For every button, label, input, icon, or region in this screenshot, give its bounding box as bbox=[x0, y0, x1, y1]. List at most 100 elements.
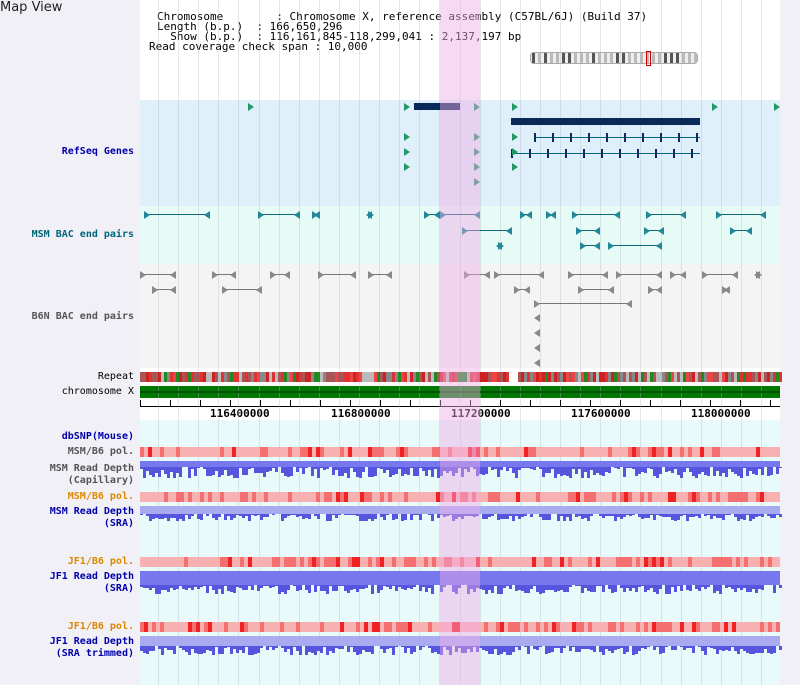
gene-line[interactable] bbox=[511, 153, 700, 154]
bac-end[interactable] bbox=[222, 286, 228, 294]
bac-end[interactable] bbox=[520, 211, 526, 219]
bac-end[interactable] bbox=[534, 300, 540, 308]
bac-pair-line[interactable] bbox=[730, 230, 752, 231]
bac-end[interactable] bbox=[464, 271, 470, 279]
exon[interactable] bbox=[660, 133, 662, 142]
gene-arrow[interactable] bbox=[474, 148, 480, 156]
exon[interactable] bbox=[696, 133, 698, 142]
bac-pair-line[interactable] bbox=[318, 274, 356, 275]
gene-block[interactable] bbox=[511, 118, 700, 125]
bac-end[interactable] bbox=[626, 300, 632, 308]
bac-end[interactable] bbox=[386, 271, 392, 279]
bac-pair-line[interactable] bbox=[424, 214, 440, 215]
gene-arrow[interactable] bbox=[404, 163, 410, 171]
bac-end[interactable] bbox=[572, 211, 578, 219]
exon[interactable] bbox=[691, 149, 693, 158]
bac-pair-line[interactable] bbox=[462, 230, 512, 231]
bac-pair-line[interactable] bbox=[514, 289, 530, 290]
bac-end[interactable] bbox=[656, 242, 662, 250]
exon[interactable] bbox=[583, 149, 585, 158]
bac-pair-line[interactable] bbox=[616, 274, 662, 275]
bac-end[interactable] bbox=[602, 271, 608, 279]
bac-end[interactable] bbox=[550, 211, 556, 219]
bac-end[interactable] bbox=[576, 227, 582, 235]
bac-end[interactable] bbox=[754, 271, 760, 279]
bac-end[interactable] bbox=[506, 227, 512, 235]
bac-end[interactable] bbox=[144, 211, 150, 219]
exon[interactable] bbox=[642, 133, 644, 142]
bac-end[interactable] bbox=[616, 271, 622, 279]
bac-end[interactable] bbox=[256, 286, 262, 294]
bac-end[interactable] bbox=[424, 211, 430, 219]
bac-pair-line[interactable] bbox=[578, 289, 614, 290]
bac-end[interactable] bbox=[656, 271, 662, 279]
gene-arrow[interactable] bbox=[774, 103, 780, 111]
bac-end[interactable] bbox=[760, 211, 766, 219]
exon[interactable] bbox=[655, 149, 657, 158]
gene-arrow[interactable] bbox=[474, 133, 480, 141]
bac-end[interactable] bbox=[538, 271, 544, 279]
bac-pair-line[interactable] bbox=[576, 230, 600, 231]
bac-pair-line[interactable] bbox=[368, 274, 392, 275]
bac-end[interactable] bbox=[484, 271, 490, 279]
bac-end[interactable] bbox=[434, 211, 440, 219]
gene-arrow[interactable] bbox=[404, 103, 410, 111]
bac-pair-line[interactable] bbox=[534, 303, 632, 304]
bac-pair-line[interactable] bbox=[580, 245, 600, 246]
bac-end[interactable] bbox=[368, 271, 374, 279]
bac-end[interactable] bbox=[534, 359, 540, 367]
bac-end[interactable] bbox=[496, 242, 502, 250]
gene-arrow[interactable] bbox=[512, 148, 518, 156]
bac-end[interactable] bbox=[284, 271, 290, 279]
bac-end[interactable] bbox=[594, 227, 600, 235]
bac-pair-line[interactable] bbox=[222, 289, 262, 290]
bac-end[interactable] bbox=[656, 286, 662, 294]
bac-end[interactable] bbox=[204, 211, 210, 219]
gene-arrow[interactable] bbox=[474, 103, 480, 111]
chromosome-ideogram[interactable] bbox=[530, 52, 698, 64]
bac-end[interactable] bbox=[230, 271, 236, 279]
bac-end[interactable] bbox=[462, 227, 468, 235]
bac-pair-line[interactable] bbox=[464, 274, 490, 275]
bac-end[interactable] bbox=[648, 286, 654, 294]
bac-end[interactable] bbox=[270, 271, 276, 279]
ideogram-marker[interactable] bbox=[646, 51, 651, 66]
bac-pair-line[interactable] bbox=[152, 289, 176, 290]
exon[interactable] bbox=[606, 133, 608, 142]
bac-end[interactable] bbox=[580, 242, 586, 250]
bac-pair-line[interactable] bbox=[572, 214, 620, 215]
bac-end[interactable] bbox=[350, 271, 356, 279]
bac-end[interactable] bbox=[494, 271, 500, 279]
bac-end[interactable] bbox=[534, 344, 540, 352]
bac-pair-line[interactable] bbox=[716, 214, 766, 215]
bac-end[interactable] bbox=[440, 211, 446, 219]
exon[interactable] bbox=[547, 149, 549, 158]
bac-end[interactable] bbox=[658, 227, 664, 235]
bac-end[interactable] bbox=[318, 271, 324, 279]
bac-end[interactable] bbox=[546, 211, 552, 219]
bac-pair-line[interactable] bbox=[440, 214, 480, 215]
bac-end[interactable] bbox=[594, 242, 600, 250]
bac-pair-line[interactable] bbox=[608, 245, 662, 246]
bac-end[interactable] bbox=[716, 211, 722, 219]
exon[interactable] bbox=[601, 149, 603, 158]
exon[interactable] bbox=[534, 133, 536, 142]
gene-arrow[interactable] bbox=[512, 133, 518, 141]
gene-arrow[interactable] bbox=[248, 103, 254, 111]
gene-arrow[interactable] bbox=[404, 148, 410, 156]
bac-end[interactable] bbox=[670, 271, 676, 279]
bac-end[interactable] bbox=[474, 211, 480, 219]
bac-pair-line[interactable] bbox=[270, 274, 290, 275]
gene-block[interactable] bbox=[414, 103, 460, 110]
bac-end[interactable] bbox=[680, 211, 686, 219]
bac-pair-line[interactable] bbox=[702, 274, 738, 275]
exon[interactable] bbox=[565, 149, 567, 158]
exon[interactable] bbox=[529, 149, 531, 158]
gene-arrow[interactable] bbox=[512, 163, 518, 171]
bac-end[interactable] bbox=[614, 211, 620, 219]
bac-end[interactable] bbox=[724, 286, 730, 294]
gene-arrow[interactable] bbox=[404, 133, 410, 141]
gene-arrow[interactable] bbox=[474, 163, 480, 171]
bac-end[interactable] bbox=[746, 227, 752, 235]
gene-arrow[interactable] bbox=[474, 178, 480, 186]
